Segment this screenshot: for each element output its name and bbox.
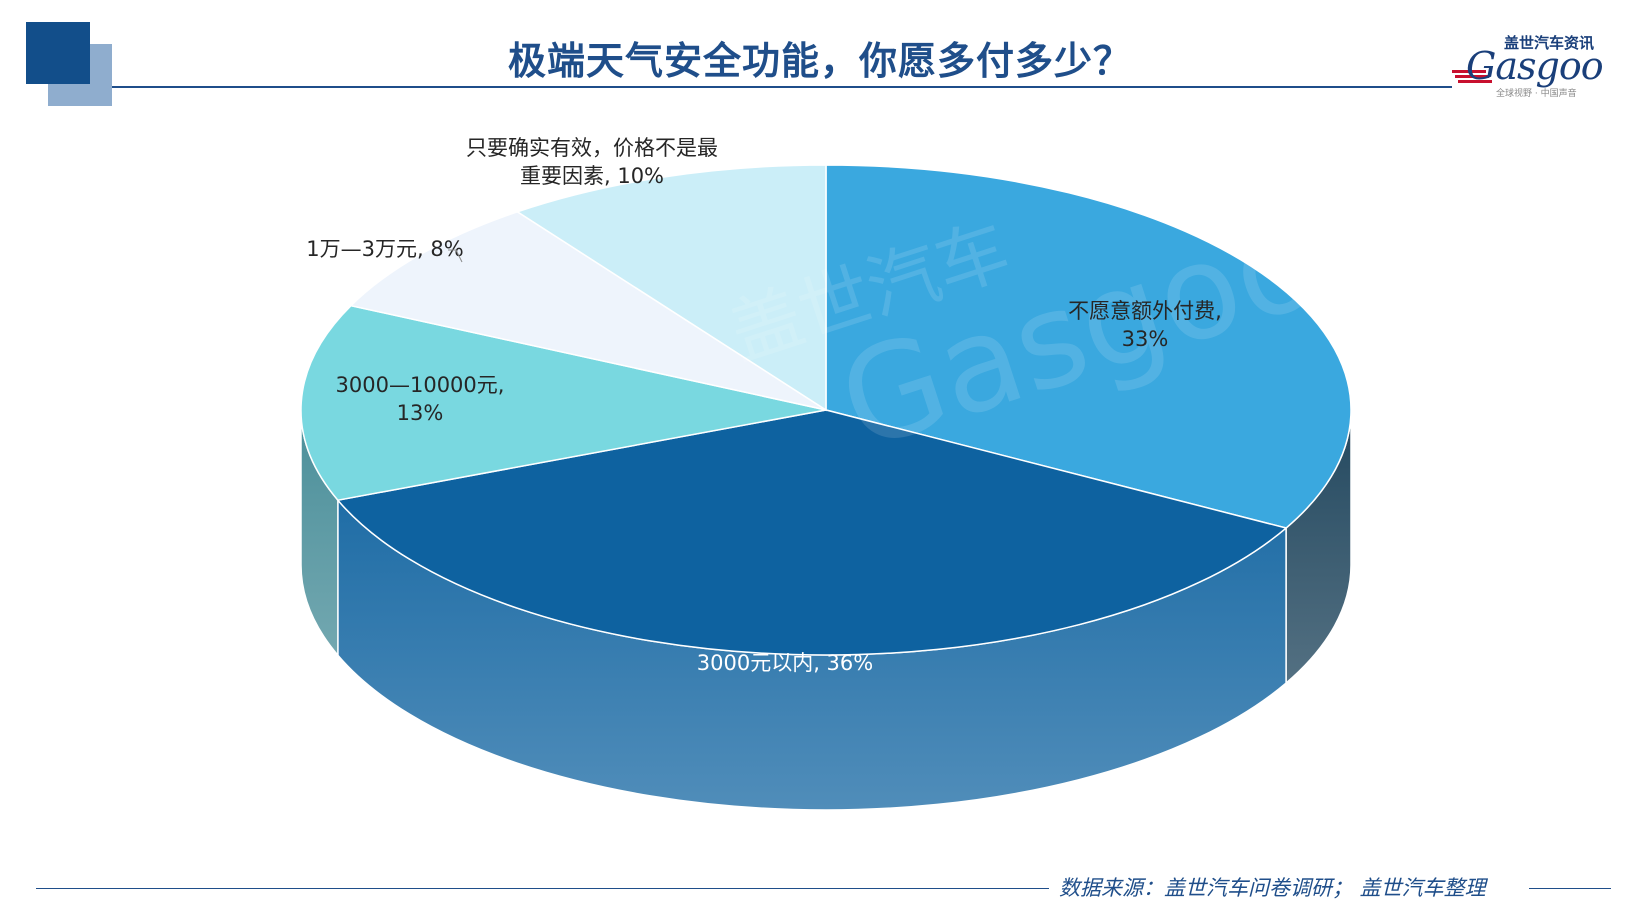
pie-slice-0 <box>825 164 1352 529</box>
logo-brand-cn: 盖世汽车资讯 <box>1504 34 1595 52</box>
pie-label-3: 1万—3万元, 8% <box>306 237 463 261</box>
pie-slice-1 <box>336 409 1288 656</box>
leader-line <box>448 249 463 263</box>
pie-label-1: 3000元以内, 36% <box>697 651 873 675</box>
pie-label-0: 不愿意额外付费, 33% <box>1068 299 1222 351</box>
gasgoo-logo: 盖世汽车资讯 Gasgoo 全球视野 · 中国声音 <box>1452 30 1622 99</box>
pie-label-4: 只要确实有效，价格不是最重要因素, 10% <box>466 136 718 188</box>
logo-flag-icon <box>1452 70 1492 83</box>
pie-slice-4 <box>515 164 827 412</box>
logo-brand-en: Gasgoo <box>1466 44 1604 88</box>
pie-label-2: 3000—10000元, 13% <box>336 373 505 425</box>
pie-slices <box>300 164 1352 656</box>
pie-labels: 不愿意额外付费, 33% 3000元以内, 36% 3000—10000元, 13% 1万… <box>306 136 1222 675</box>
pie-slice-3 <box>349 210 827 411</box>
source-note: 数据来源：盖世汽车问卷调研； 盖世汽车整理 <box>1059 876 1486 900</box>
footer-divider-left <box>36 888 1049 889</box>
header-divider <box>112 86 1452 88</box>
page-title: 极端天气安全功能，你愿多付多少？ <box>507 39 1132 83</box>
pie-slice-2 <box>300 304 827 502</box>
logo-tagline: 全球视野 · 中国声音 <box>1496 89 1577 99</box>
header-decoration-front <box>26 22 90 84</box>
footer-divider-right <box>1529 888 1611 889</box>
